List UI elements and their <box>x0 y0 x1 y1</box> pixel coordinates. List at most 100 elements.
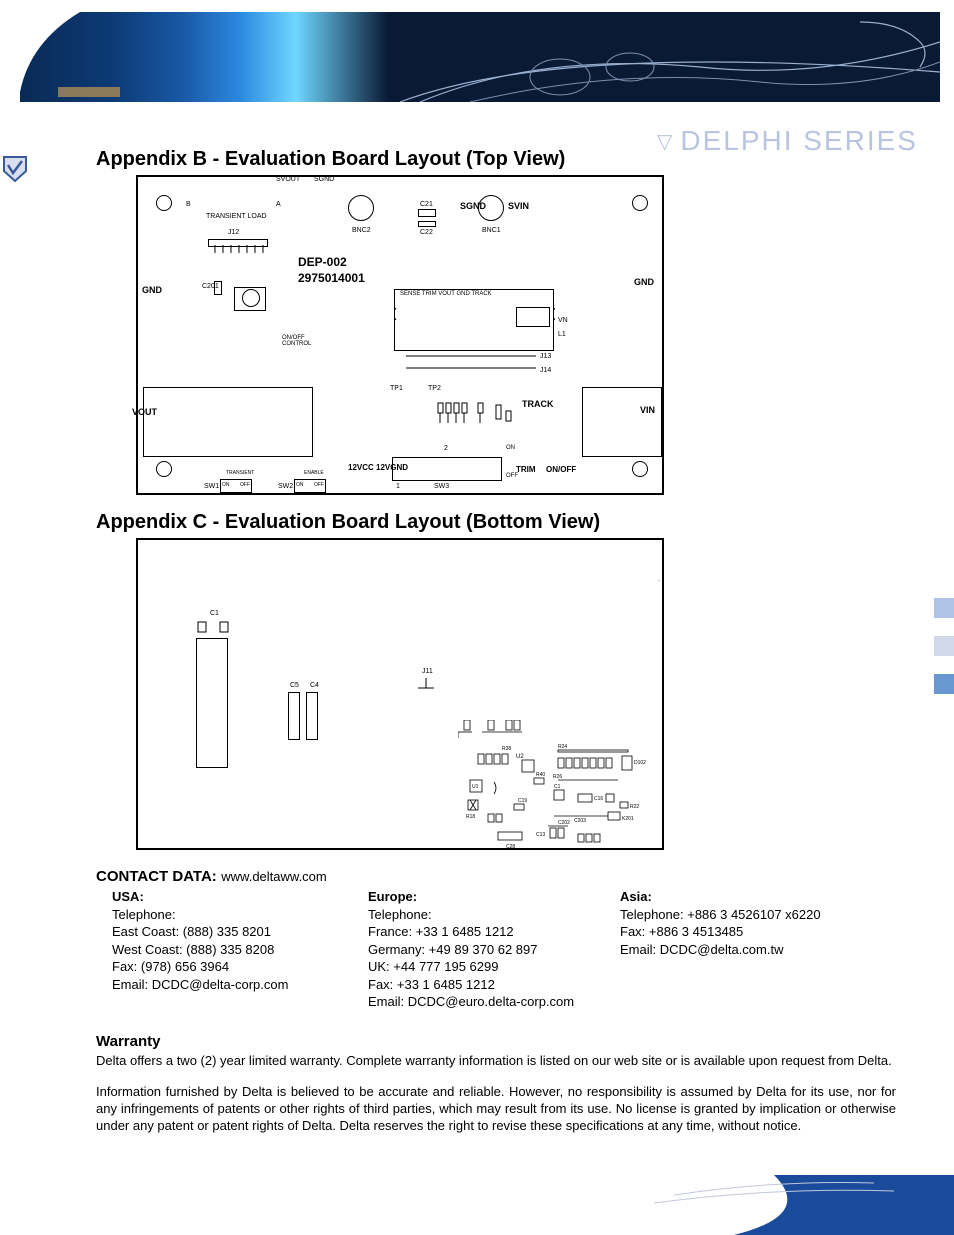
c22-box <box>418 221 436 227</box>
label-onoff-ctrl: ON/OFF CONTROL <box>282 335 311 347</box>
label-sw2: SW2 <box>278 483 293 490</box>
c1-pads <box>194 620 234 636</box>
label-pin1: 1 <box>396 483 400 490</box>
label-pin-on: ON <box>506 445 515 451</box>
hole-tl <box>156 195 172 211</box>
label-tp1: TP1 <box>390 385 403 392</box>
label-trim: TRIM <box>516 465 536 474</box>
svg-text:R40: R40 <box>536 772 545 778</box>
contact-url: www.deltaww.com <box>221 869 326 884</box>
warranty-p2: Information furnished by Delta is believ… <box>96 1083 896 1134</box>
label-b: B <box>186 201 191 208</box>
top-dot: . <box>658 576 660 583</box>
asia-l1: Telephone: +886 3 4526107 x6220 <box>620 906 880 924</box>
page-header <box>0 0 954 115</box>
eu-region: Europe: <box>368 888 620 906</box>
label-gnd-r: GND <box>634 277 654 287</box>
label-vout: VOUT <box>132 407 157 417</box>
side-mark-1 <box>934 598 954 618</box>
j13-j14-lines <box>406 353 556 371</box>
hole-br <box>632 461 648 477</box>
svg-text:C19: C19 <box>518 798 527 804</box>
side-mark-3 <box>934 674 954 694</box>
label-transient: TRANSIENT <box>226 470 254 476</box>
eu-l2: France: +33 1 6485 1212 <box>368 923 620 941</box>
eu-l5: Fax: +33 1 6485 1212 <box>368 976 620 994</box>
usa-l4: Fax: (978) 656 3964 <box>112 958 368 976</box>
label-j12: J12 <box>228 229 239 236</box>
l1-box <box>516 307 550 327</box>
svg-text:R24: R24 <box>558 744 567 750</box>
label-part: 2975014001 <box>298 271 365 285</box>
sw2-off: OFF <box>314 482 324 488</box>
label-sw3: SW3 <box>434 483 449 490</box>
sw1-off: OFF <box>240 482 250 488</box>
label-vn: VN <box>558 317 568 324</box>
appendix-c-title: Appendix C - Evaluation Board Layout (Bo… <box>96 511 896 534</box>
label-pin2: 2 <box>444 445 448 452</box>
board-top-view: SVOUT SGND B A TRANSIENT LOAD J12 BNC2 C… <box>136 175 664 495</box>
appendix-b-title: Appendix B - Evaluation Board Layout (To… <box>96 148 896 171</box>
cap-circle <box>242 289 260 307</box>
label-track: TRACK <box>522 399 554 409</box>
c5-box <box>288 692 300 740</box>
svg-text:C28: C28 <box>506 844 515 850</box>
asia-l3: Email: DCDC@delta.com.tw <box>620 941 880 959</box>
label-c21: C21 <box>420 201 433 208</box>
contact-section: CONTACT DATA: www.deltaww.com USA: Telep… <box>96 868 896 1011</box>
svg-text:R38: R38 <box>502 746 511 752</box>
label-vin: VIN <box>640 405 655 415</box>
label-a: A <box>276 201 281 208</box>
sw2-on: ON <box>296 482 304 488</box>
svg-text:D102: D102 <box>634 760 646 766</box>
label-tp2: TP2 <box>428 385 441 392</box>
label-transient-load: TRANSIENT LOAD <box>206 213 267 220</box>
svg-text:U2: U2 <box>516 754 524 760</box>
eu-l6: Email: DCDC@euro.delta-corp.com <box>368 993 620 1011</box>
header-curves <box>20 12 940 102</box>
eu-l1: Telephone: <box>368 906 620 924</box>
bnc2-circle <box>348 195 374 221</box>
label-bnc1: BNC1 <box>482 227 501 234</box>
footer-shape <box>474 1175 954 1235</box>
component-cluster: U2 D102 R26 R18 C19 <box>458 720 658 850</box>
resistor-array <box>436 399 526 433</box>
label-j11: J11 <box>422 668 433 675</box>
label-c201: C201 <box>202 283 219 290</box>
label-12v: 12VCC 12VGND <box>348 463 408 472</box>
label-dep: DEP-002 <box>298 255 347 269</box>
hole-bl <box>156 461 172 477</box>
vout-conn <box>143 387 313 457</box>
label-onoff: ON/OFF <box>546 465 576 474</box>
usa-l5: Email: DCDC@delta-corp.com <box>112 976 368 994</box>
c21-box <box>418 209 436 217</box>
module-labels: SENSE TRIM VOUT GND TRACK <box>400 291 492 297</box>
label-c22: C22 <box>420 229 433 236</box>
side-mark-2 <box>934 636 954 656</box>
contact-europe: Europe: Telephone: France: +33 1 6485 12… <box>368 888 620 1011</box>
vin-conn <box>582 387 662 457</box>
eu-l3: Germany: +49 89 370 62 897 <box>368 941 620 959</box>
asia-region: Asia: <box>620 888 880 906</box>
svg-text:U1: U1 <box>472 784 479 790</box>
contact-usa: USA: Telephone: East Coast: (888) 335 82… <box>112 888 368 1011</box>
page-content: Appendix B - Evaluation Board Layout (To… <box>96 148 896 1134</box>
warranty-p1: Delta offers a two (2) year limited warr… <box>96 1052 896 1069</box>
svg-text:R22: R22 <box>630 804 639 810</box>
sw3-box <box>392 457 502 481</box>
label-gnd-l: GND <box>142 285 162 295</box>
svg-text:R18: R18 <box>466 814 475 820</box>
eu-l4: UK: +44 777 195 6299 <box>368 958 620 976</box>
label-c1: C1 <box>210 610 219 617</box>
svg-text:C1: C1 <box>554 784 561 790</box>
label-svout: SVOUT <box>276 176 300 183</box>
svg-text:R26: R26 <box>553 774 562 780</box>
bottom-cap <box>196 638 228 768</box>
warranty-title: Warranty <box>96 1033 896 1050</box>
usa-l3: West Coast: (888) 335 8208 <box>112 941 368 959</box>
sw1-on: ON <box>222 482 230 488</box>
label-svin: SVIN <box>508 201 529 211</box>
label-c5: C5 <box>290 682 299 689</box>
board-bottom-view: C1 C5 C4 J11 <box>136 538 664 850</box>
contact-heading: CONTACT DATA: <box>96 868 217 885</box>
